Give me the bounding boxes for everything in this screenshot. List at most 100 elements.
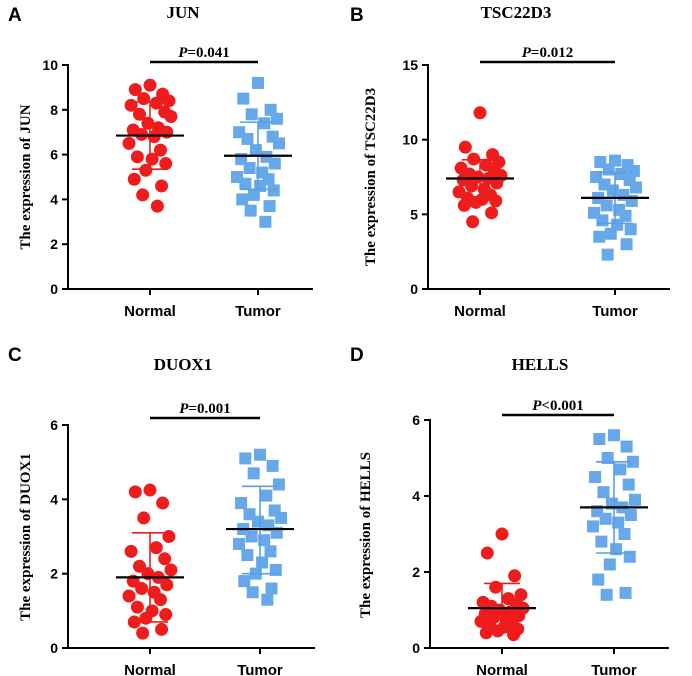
data-point-tumor xyxy=(249,144,262,157)
data-point-normal xyxy=(480,546,494,560)
y-axis-label: The expression of DUOX1 xyxy=(18,453,34,621)
data-point-tumor xyxy=(624,223,637,236)
data-point-tumor xyxy=(273,137,285,150)
data-point-tumor xyxy=(604,227,617,240)
data-point-normal xyxy=(154,143,167,157)
data-point-normal xyxy=(508,569,522,583)
y-tick-label: 2 xyxy=(412,564,420,580)
data-point-tumor xyxy=(606,184,619,197)
data-point-normal xyxy=(469,195,483,209)
y-axis-label: The expression of JUN xyxy=(18,104,34,249)
data-point-tumor xyxy=(265,582,278,595)
data-point-tumor xyxy=(624,509,637,521)
chart-panel-B: B TSC22D3 The expression of TSC22D3 0 5 10 15 N… xyxy=(350,3,670,320)
chart-panel-C: C DUOX1 The expression of DUOX1 0 2 4 6 Normal T… xyxy=(8,345,315,676)
chart-title: JUN xyxy=(166,3,200,22)
data-point-tumor xyxy=(603,558,616,571)
y-tick-label: 0 xyxy=(412,640,420,656)
data-point-tumor xyxy=(252,76,264,89)
data-point-tumor xyxy=(602,163,615,176)
data-point-tumor xyxy=(233,537,245,550)
data-point-tumor xyxy=(258,534,271,547)
data-point-tumor xyxy=(246,586,259,599)
panel-letter: C xyxy=(8,345,22,366)
p-symbol: P xyxy=(178,45,188,61)
x-tick-label: Tumor xyxy=(591,662,637,676)
y-tick-label: 6 xyxy=(50,417,58,433)
data-point-normal xyxy=(130,150,144,164)
data-point-normal xyxy=(158,552,172,566)
y-tick-label: 10 xyxy=(42,57,58,73)
data-point-tumor xyxy=(238,575,251,588)
y-tick-label: 6 xyxy=(50,147,58,163)
p-value: =0.041 xyxy=(187,45,229,61)
data-point-normal xyxy=(139,163,153,177)
data-point-tumor xyxy=(236,193,249,206)
data-point-tumor xyxy=(597,486,610,499)
y-axis-label: The expression of HELLS xyxy=(358,452,374,618)
data-point-tumor xyxy=(235,497,248,510)
data-point-normal xyxy=(127,172,141,186)
data-point-normal xyxy=(162,94,176,108)
data-point-normal xyxy=(133,107,146,121)
data-point-normal xyxy=(485,206,499,220)
data-point-tumor xyxy=(599,512,612,525)
data-point-normal xyxy=(133,559,146,573)
data-point-tumor xyxy=(251,515,264,528)
data-point-tumor xyxy=(275,511,287,524)
y-tick-label: 0 xyxy=(50,640,58,656)
data-point-normal xyxy=(489,194,503,208)
data-point-normal xyxy=(130,600,144,614)
chart-panel-D: D HELLS The expression of HELLS 0 2 4 6 Normal T… xyxy=(350,345,669,676)
data-point-tumor xyxy=(620,440,633,453)
data-point-tumor xyxy=(589,471,602,483)
data-point-normal xyxy=(145,152,159,166)
y-tick-label: 5 xyxy=(410,206,418,222)
data-point-normal xyxy=(159,608,173,622)
data-point-tumor xyxy=(244,204,257,217)
data-point-tumor xyxy=(626,455,639,468)
data-point-normal xyxy=(160,578,174,592)
data-point-tumor xyxy=(237,92,250,105)
chart-panel-A: A JUN The expression of JUN 0 2 4 6 8 10 Normal Tu… xyxy=(8,3,313,320)
data-point-normal xyxy=(162,530,176,543)
data-point-normal xyxy=(490,176,504,190)
data-point-normal xyxy=(147,130,161,144)
data-point-tumor xyxy=(247,467,260,480)
data-point-tumor xyxy=(254,448,266,461)
x-tick-label: Normal xyxy=(454,303,506,320)
y-tick-label: 2 xyxy=(50,236,58,252)
data-point-normal xyxy=(135,127,149,141)
p-value: =0.012 xyxy=(531,45,573,61)
panel-letter: B xyxy=(350,5,364,26)
data-point-normal xyxy=(164,563,178,577)
y-tick-label: 2 xyxy=(50,566,58,582)
p-value-label: P=0.041 xyxy=(178,45,229,61)
data-point-tumor xyxy=(241,549,254,562)
chart-title: HELLS xyxy=(512,355,569,374)
data-point-tumor xyxy=(266,459,279,472)
data-point-normal xyxy=(160,125,174,139)
data-point-tumor xyxy=(592,573,605,586)
data-point-normal xyxy=(457,198,471,212)
data-point-tumor xyxy=(629,493,641,506)
data-point-normal xyxy=(473,106,487,120)
data-point-tumor xyxy=(593,230,606,243)
data-point-normal xyxy=(156,496,170,510)
data-point-normal xyxy=(136,188,150,202)
data-point-tumor xyxy=(272,478,285,491)
data-point-tumor xyxy=(258,117,271,130)
data-point-normal xyxy=(128,83,142,97)
p-value: <0.001 xyxy=(541,398,583,414)
data-point-normal xyxy=(143,483,157,497)
data-point-tumor xyxy=(622,478,635,491)
data-point-tumor xyxy=(600,199,613,212)
data-point-normal xyxy=(149,96,163,110)
data-point-tumor xyxy=(263,200,276,213)
data-point-normal xyxy=(143,78,157,92)
p-value-label: P<0.001 xyxy=(532,398,583,414)
data-point-tumor xyxy=(245,530,258,543)
data-point-normal xyxy=(149,541,163,555)
data-point-tumor xyxy=(259,215,272,228)
p-value-label: P=0.001 xyxy=(179,401,230,417)
